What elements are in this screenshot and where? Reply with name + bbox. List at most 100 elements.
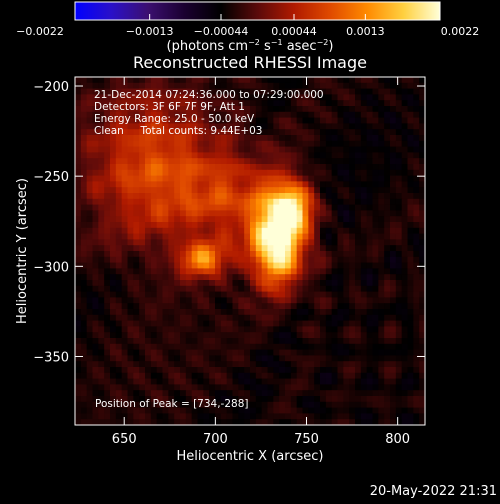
image-pixel <box>185 256 193 263</box>
image-pixel <box>156 332 163 339</box>
image-pixel <box>290 239 298 246</box>
image-pixel <box>395 355 403 362</box>
image-pixel <box>407 390 414 397</box>
image-pixel <box>215 175 222 182</box>
image-pixel <box>226 82 233 89</box>
image-pixel <box>197 88 204 95</box>
image-pixel <box>110 338 117 345</box>
image-pixel <box>226 146 233 153</box>
image-pixel <box>279 123 286 130</box>
image-pixel <box>273 332 280 339</box>
image-pixel <box>279 158 286 165</box>
image-pixel <box>115 175 123 182</box>
image-pixel <box>390 227 397 234</box>
image-pixel <box>378 129 385 136</box>
image-pixel <box>115 193 123 200</box>
image-pixel <box>133 88 140 95</box>
image-pixel <box>98 233 105 240</box>
image-pixel <box>127 129 134 136</box>
image-pixel <box>378 332 385 339</box>
image-pixel <box>273 378 280 385</box>
image-pixel <box>302 239 309 246</box>
image-pixel <box>98 262 105 269</box>
image-pixel <box>168 401 175 408</box>
image-pixel <box>255 291 263 298</box>
image-pixel <box>349 355 356 362</box>
image-pixel <box>285 390 292 397</box>
image-pixel <box>390 332 397 339</box>
image-pixel <box>331 256 338 263</box>
image-pixel <box>115 140 123 147</box>
image-pixel <box>244 204 251 211</box>
image-pixel <box>174 343 181 350</box>
image-pixel <box>168 407 175 414</box>
image-pixel <box>255 233 263 240</box>
image-pixel <box>203 210 210 217</box>
image-pixel <box>390 355 397 362</box>
image-pixel <box>150 82 158 89</box>
image-pixel <box>220 355 228 362</box>
image-pixel <box>180 187 187 194</box>
image-pixel <box>86 262 93 269</box>
image-pixel <box>273 164 280 171</box>
image-pixel <box>401 135 408 142</box>
image-pixel <box>75 303 82 310</box>
image-pixel <box>215 88 222 95</box>
image-pixel <box>115 158 123 165</box>
image-pixel <box>150 100 158 107</box>
image-pixel <box>290 303 298 310</box>
image-pixel <box>203 361 210 368</box>
image-pixel <box>238 280 245 287</box>
image-pixel <box>296 274 303 281</box>
image-pixel <box>250 332 257 339</box>
image-pixel <box>390 413 397 420</box>
image-pixel <box>133 291 140 298</box>
image-pixel <box>349 169 356 176</box>
image-pixel <box>115 332 123 339</box>
image-pixel <box>215 314 222 321</box>
image-pixel <box>104 280 111 287</box>
info-time-range: 21-Dec-2014 07:24:36.000 to 07:29:00.000 <box>94 89 324 101</box>
image-pixel <box>127 245 134 252</box>
image-pixel <box>156 413 163 420</box>
image-pixel <box>180 233 187 240</box>
image-pixel <box>320 401 327 408</box>
image-pixel <box>261 106 268 113</box>
image-pixel <box>203 326 210 333</box>
image-pixel <box>110 378 117 385</box>
image-pixel <box>401 140 408 147</box>
image-pixel <box>343 140 350 147</box>
image-pixel <box>156 280 163 287</box>
image-pixel <box>168 349 175 356</box>
image-pixel <box>238 291 245 298</box>
image-pixel <box>150 129 158 136</box>
image-pixel <box>80 233 88 240</box>
image-pixel <box>337 309 344 316</box>
image-pixel <box>413 396 420 403</box>
image-pixel <box>255 140 263 147</box>
image-pixel <box>174 320 181 327</box>
image-pixel <box>296 77 303 84</box>
image-pixel <box>255 361 263 368</box>
image-pixel <box>150 361 158 368</box>
image-pixel <box>355 361 362 368</box>
image-pixel <box>372 227 379 234</box>
image-pixel <box>331 169 338 176</box>
image-pixel <box>384 216 391 223</box>
image-pixel <box>255 256 263 263</box>
image-pixel <box>220 419 228 425</box>
image-pixel <box>104 314 111 321</box>
image-pixel <box>80 210 88 217</box>
image-pixel <box>267 198 274 205</box>
image-pixel <box>325 367 333 374</box>
image-pixel <box>209 384 216 391</box>
image-pixel <box>360 419 368 425</box>
image-pixel <box>285 181 292 188</box>
image-pixel <box>203 251 210 258</box>
image-pixel <box>104 309 111 316</box>
image-pixel <box>296 164 303 171</box>
image-pixel <box>314 77 321 84</box>
image-pixel <box>337 123 344 130</box>
image-pixel <box>104 413 111 420</box>
image-pixel <box>355 378 362 385</box>
